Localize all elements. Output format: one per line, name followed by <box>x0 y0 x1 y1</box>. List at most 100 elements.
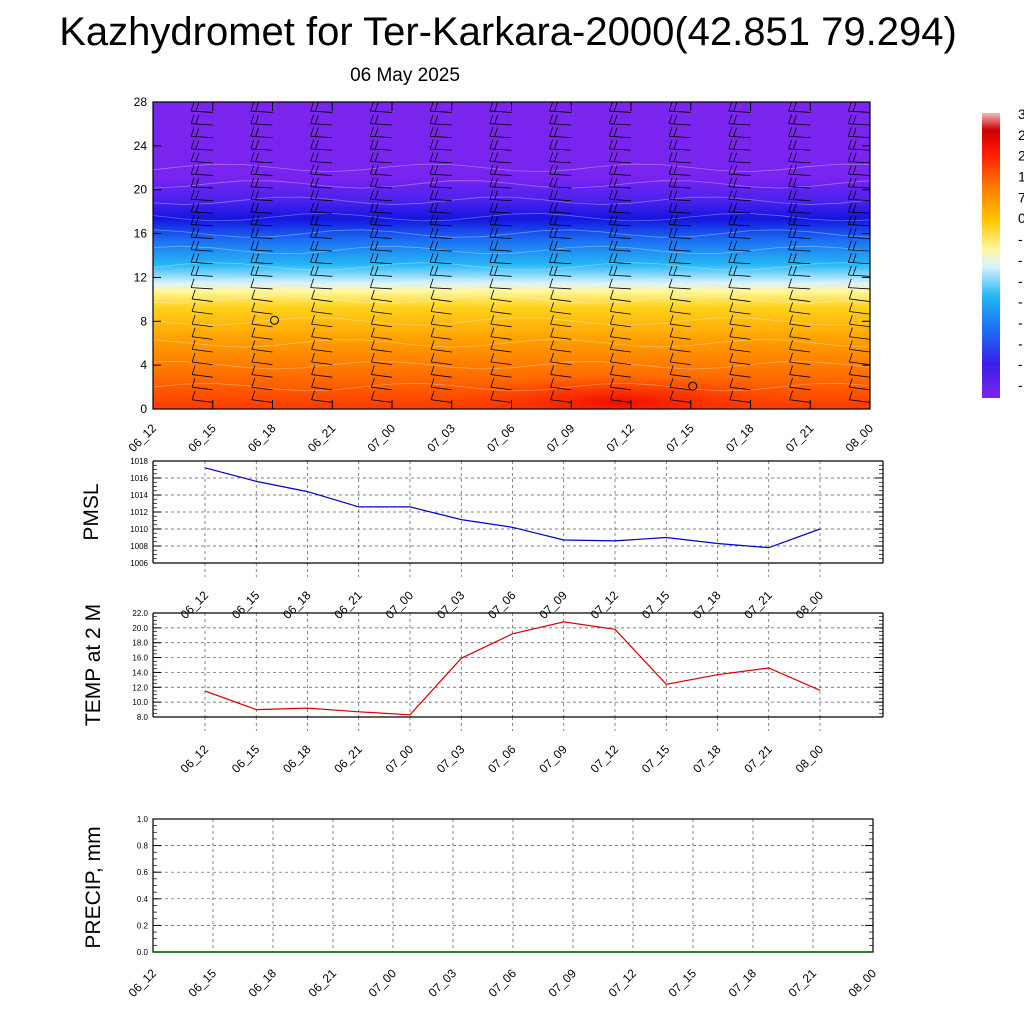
wind-barb-staff <box>849 336 870 340</box>
x-tick-label: 06_21 <box>306 966 340 1000</box>
wind-barb <box>490 289 512 302</box>
wind-barb-staff <box>431 348 452 353</box>
wind-barb <box>789 289 811 302</box>
wind-barb-flag <box>669 365 674 375</box>
wind-barb-staff <box>789 399 811 403</box>
wind-barb-staff <box>191 211 213 214</box>
wind-barb-staff <box>430 211 452 214</box>
wind-barb <box>310 164 333 176</box>
wind-barb-flag <box>549 139 553 150</box>
wind-barb-flag <box>728 127 733 137</box>
wind-barb <box>430 315 452 328</box>
wind-barb-staff <box>370 123 393 126</box>
wind-barb-staff <box>610 399 632 403</box>
wind-barb-flag <box>255 215 259 225</box>
wind-barb-flag <box>553 215 558 225</box>
wind-barb <box>550 315 572 328</box>
wind-barb-staff <box>310 211 333 214</box>
y-tick-label: 1008 <box>130 542 148 551</box>
wind-barb-flag <box>430 352 435 363</box>
wind-barb-flag <box>251 340 256 350</box>
wind-barb-flag <box>250 240 255 250</box>
wind-barb-flag <box>136 128 139 137</box>
wind-barb-staff <box>549 173 572 176</box>
wind-barb-flag <box>788 278 792 288</box>
wind-barb <box>669 352 691 365</box>
wind-barb-flag <box>792 140 797 150</box>
wind-barb-staff <box>669 261 691 265</box>
wind-barb-flag <box>250 253 255 263</box>
wind-barb-staff <box>789 386 811 391</box>
wind-barb <box>848 378 870 391</box>
wind-barb <box>608 152 632 164</box>
wind-barb <box>847 152 870 164</box>
wind-barb-staff <box>848 224 870 227</box>
wind-barb <box>489 164 512 176</box>
wind-barb-flag <box>668 190 673 200</box>
x-tick-label: 07_00 <box>383 588 417 622</box>
wind-barb-staff <box>191 148 213 151</box>
wind-barb <box>429 265 452 277</box>
wind-barb <box>489 253 512 265</box>
colorbar: 3 2 2 1 7 0 - - - - - - - - <box>982 106 1024 398</box>
wind-barb <box>788 152 811 164</box>
wind-barb-flag <box>489 278 494 288</box>
wind-barb-staff <box>250 249 273 252</box>
wind-barb <box>190 228 213 239</box>
wind-barb-flag <box>788 240 792 250</box>
wind-barb-flag <box>788 102 792 112</box>
wind-barb-flag <box>430 302 435 312</box>
wind-barb-flag <box>848 340 853 350</box>
wind-barb-flag <box>669 390 674 400</box>
wind-barb-flag <box>609 365 614 375</box>
precip-panel: 0.0 0.2 0.4 0.6 0.8 1.0 06_12 06_15 06_18 06_21 07… <box>82 815 879 1000</box>
wind-barb-flag <box>669 378 674 388</box>
wind-barb-flag <box>195 253 200 263</box>
wind-barb-flag <box>434 102 439 112</box>
wind-barb-flag <box>429 228 434 238</box>
wind-barb-flag <box>608 215 613 225</box>
colorbar-label: 7 <box>1018 189 1024 205</box>
wind-barb-staff <box>789 298 811 302</box>
wind-barb-flag <box>668 228 673 238</box>
wind-barb <box>489 202 512 214</box>
chart-title: Kazhydromet for Ter-Karkara-2000(42.851 … <box>59 10 957 54</box>
x-tick-label: 07_00 <box>383 742 417 776</box>
wind-barb-staff <box>310 110 333 113</box>
wind-barb <box>489 139 512 151</box>
wind-barb-flag <box>369 228 374 238</box>
wind-barb-staff <box>153 263 154 264</box>
wind-barb-staff <box>310 274 333 277</box>
wind-barb-flag <box>489 240 494 250</box>
wind-barb-flag <box>553 228 558 238</box>
wind-barb <box>370 302 393 315</box>
wind-barb-staff <box>191 135 213 139</box>
wind-barb-flag <box>613 203 618 213</box>
wind-barb-staff <box>371 386 393 391</box>
y-tick-label: 0.0 <box>137 948 149 957</box>
wind-barb-flag <box>374 190 379 200</box>
wind-barb-staff <box>549 224 572 227</box>
wind-barb-flag <box>847 278 852 288</box>
profile-y-tick-label: 20 <box>134 183 148 197</box>
wind-barb-staff <box>153 124 154 126</box>
wind-barb-flag <box>190 202 195 213</box>
wind-barb <box>369 152 393 164</box>
wind-barb <box>191 315 213 328</box>
wind-barb-flag <box>311 390 315 400</box>
profile-x-tick-label: 07_12 <box>604 421 638 455</box>
wind-barb-flag <box>374 203 379 213</box>
wind-barb-staff <box>728 198 751 202</box>
wind-barb <box>729 378 751 391</box>
wind-barb-staff <box>669 110 691 113</box>
wind-barb <box>789 378 811 391</box>
wind-barb-flag <box>669 315 674 325</box>
wind-barb-flag <box>733 102 737 112</box>
wind-barb-staff <box>788 148 811 151</box>
wind-barb <box>369 215 393 227</box>
wind-barb <box>788 228 811 239</box>
wind-barb <box>668 114 691 126</box>
wind-barb-staff <box>490 311 512 315</box>
wind-barb-flag <box>668 102 673 112</box>
wind-barb <box>549 114 572 126</box>
